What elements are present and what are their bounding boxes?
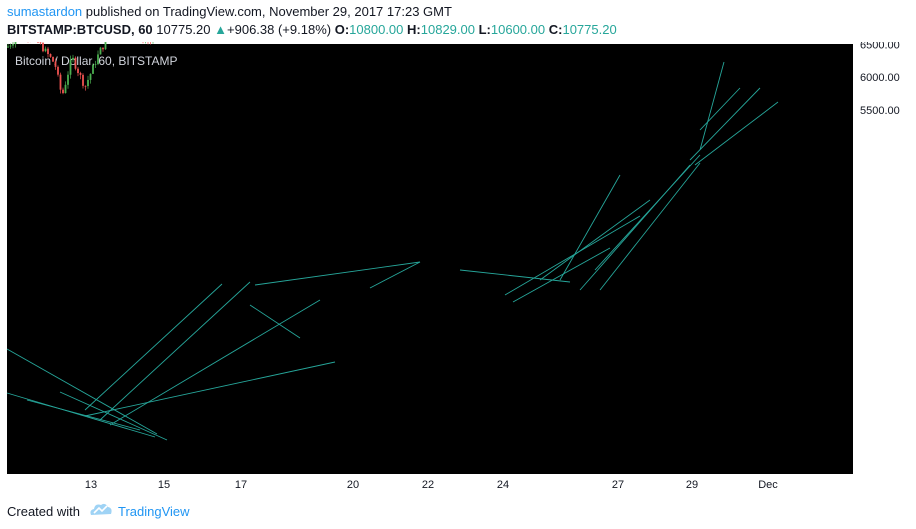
trend-line[interactable] [84, 361, 336, 417]
trend-line[interactable] [26, 399, 141, 431]
candle-body [82, 74, 84, 86]
trend-line[interactable] [694, 101, 779, 166]
change-up-icon: ▲ [214, 22, 228, 37]
time-axis-tick-label: 22 [422, 479, 434, 491]
close-label: C: [548, 22, 563, 37]
trend-line[interactable] [689, 87, 761, 161]
price-axis[interactable] [853, 44, 910, 474]
candle-body [64, 84, 67, 94]
time-axis-tick-label: 15 [158, 479, 170, 491]
trend-line[interactable] [512, 247, 611, 303]
trend-line[interactable] [594, 154, 701, 271]
time-axis-tick-label: 27 [612, 479, 624, 491]
close-value: 10775.20 [562, 22, 617, 37]
trend-line[interactable] [99, 281, 251, 421]
candle-body [102, 47, 104, 50]
open-value: 10800.00 [349, 22, 404, 37]
trend-line[interactable] [699, 87, 741, 131]
published-text: published on TradingView.com, November 2… [85, 4, 452, 19]
candle-body [89, 73, 92, 80]
candle-body [92, 64, 94, 74]
trend-line[interactable] [369, 261, 421, 289]
footer: Created with TradingView [0, 492, 916, 529]
price-axis-tick-label: 6500.00 [860, 42, 900, 51]
candle-body [104, 42, 107, 50]
high-label: H: [407, 22, 421, 37]
candle-body [62, 89, 64, 94]
price-axis-tick-label: 6000.00 [860, 72, 900, 84]
low-label: L: [478, 22, 491, 37]
trend-line[interactable] [559, 174, 621, 281]
candle-body [9, 45, 12, 47]
symbol-label: BITSTAMP:BTCUSD, 60 [7, 22, 153, 37]
time-axis-tick-label: 24 [497, 479, 509, 491]
chart-header: sumastardon published on TradingView.com… [0, 0, 916, 42]
trend-line[interactable] [109, 299, 321, 426]
created-with-text: Created with [7, 504, 80, 519]
candle-body [79, 73, 82, 75]
time-axis[interactable] [7, 474, 853, 492]
candle-body [59, 74, 62, 90]
trend-line[interactable] [539, 199, 651, 281]
trend-line[interactable] [504, 215, 641, 296]
trend-line[interactable] [249, 304, 301, 339]
last-price: 10775.20 [156, 22, 211, 37]
candle-body [39, 42, 42, 44]
candle-body [69, 59, 72, 75]
trend-line[interactable] [59, 391, 168, 441]
candle-body [84, 85, 87, 87]
trend-line[interactable] [6, 348, 158, 435]
price-axis-tick-label: 5500.00 [860, 105, 900, 117]
trend-line[interactable] [84, 283, 223, 411]
candle-body [52, 56, 54, 62]
candle-body [47, 48, 49, 54]
candle-body [42, 42, 44, 52]
low-value: 10600.00 [490, 22, 546, 37]
time-axis-tick-label: 20 [347, 479, 359, 491]
high-value: 10829.00 [420, 22, 475, 37]
candle-body [67, 74, 69, 85]
candle-body [44, 48, 47, 52]
publish-line: sumastardon published on TradingView.com… [7, 4, 452, 19]
author-link[interactable]: sumastardon [7, 4, 83, 19]
plot-area [7, 44, 853, 474]
time-axis-tick-label: 17 [235, 479, 247, 491]
candle-body [74, 57, 77, 69]
candle-body [77, 68, 79, 74]
candle-body [97, 54, 99, 65]
candle-body [99, 47, 102, 55]
candle-body [49, 53, 52, 57]
trend-line[interactable] [599, 162, 701, 291]
candle-body [12, 44, 14, 46]
trend-line[interactable] [254, 261, 421, 286]
candle-body [57, 66, 59, 75]
time-axis-tick-label: Dec [758, 479, 778, 491]
candle-body [87, 79, 89, 87]
time-axis-tick-label: 29 [686, 479, 698, 491]
candle-body [72, 57, 74, 60]
tradingview-brand-link[interactable]: TradingView [118, 504, 190, 519]
time-axis-tick-label: 13 [85, 479, 97, 491]
ohlc-line: BITSTAMP:BTCUSD, 60 10775.20 ▲+906.38 (+… [7, 22, 617, 37]
candle-body [14, 42, 17, 45]
tradingview-cloud-icon [90, 503, 112, 515]
price-chart[interactable]: Bitcoin / Dollar, 60, BITSTAMP 11500.001… [0, 42, 916, 492]
open-label: O: [334, 22, 350, 37]
candle-body [54, 61, 57, 67]
candle-body [94, 64, 97, 65]
trend-line[interactable] [459, 269, 571, 283]
change-value: +906.38 (+9.18%) [227, 22, 332, 37]
trend-line[interactable] [699, 61, 725, 151]
trend-line[interactable] [6, 392, 156, 438]
chart-title: Bitcoin / Dollar, 60, BITSTAMP [15, 54, 178, 68]
candle-body [7, 46, 9, 48]
